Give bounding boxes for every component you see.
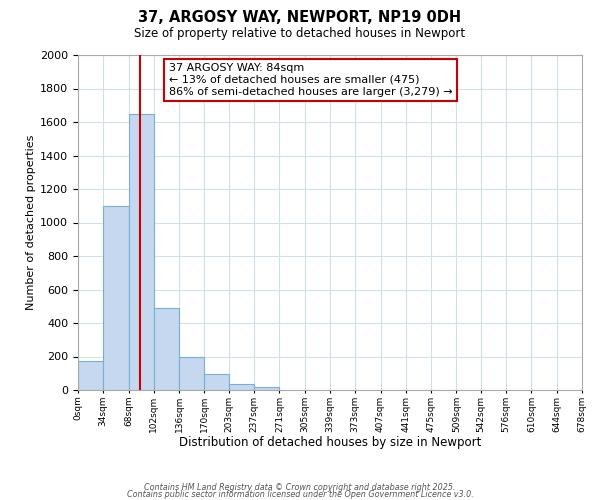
- Text: Contains public sector information licensed under the Open Government Licence v3: Contains public sector information licen…: [127, 490, 473, 499]
- Bar: [103, 206, 128, 390]
- Bar: [179, 358, 205, 390]
- Bar: [128, 114, 154, 390]
- Text: Size of property relative to detached houses in Newport: Size of property relative to detached ho…: [134, 28, 466, 40]
- Text: Contains HM Land Registry data © Crown copyright and database right 2025.: Contains HM Land Registry data © Crown c…: [144, 484, 456, 492]
- Bar: [205, 374, 229, 390]
- Bar: [229, 384, 254, 390]
- Bar: [78, 360, 103, 390]
- Text: 37, ARGOSY WAY, NEWPORT, NP19 0DH: 37, ARGOSY WAY, NEWPORT, NP19 0DH: [139, 10, 461, 25]
- Bar: [254, 388, 280, 390]
- Text: 37 ARGOSY WAY: 84sqm
← 13% of detached houses are smaller (475)
86% of semi-deta: 37 ARGOSY WAY: 84sqm ← 13% of detached h…: [169, 64, 452, 96]
- X-axis label: Distribution of detached houses by size in Newport: Distribution of detached houses by size …: [179, 436, 481, 449]
- Y-axis label: Number of detached properties: Number of detached properties: [26, 135, 36, 310]
- Bar: [154, 308, 179, 390]
